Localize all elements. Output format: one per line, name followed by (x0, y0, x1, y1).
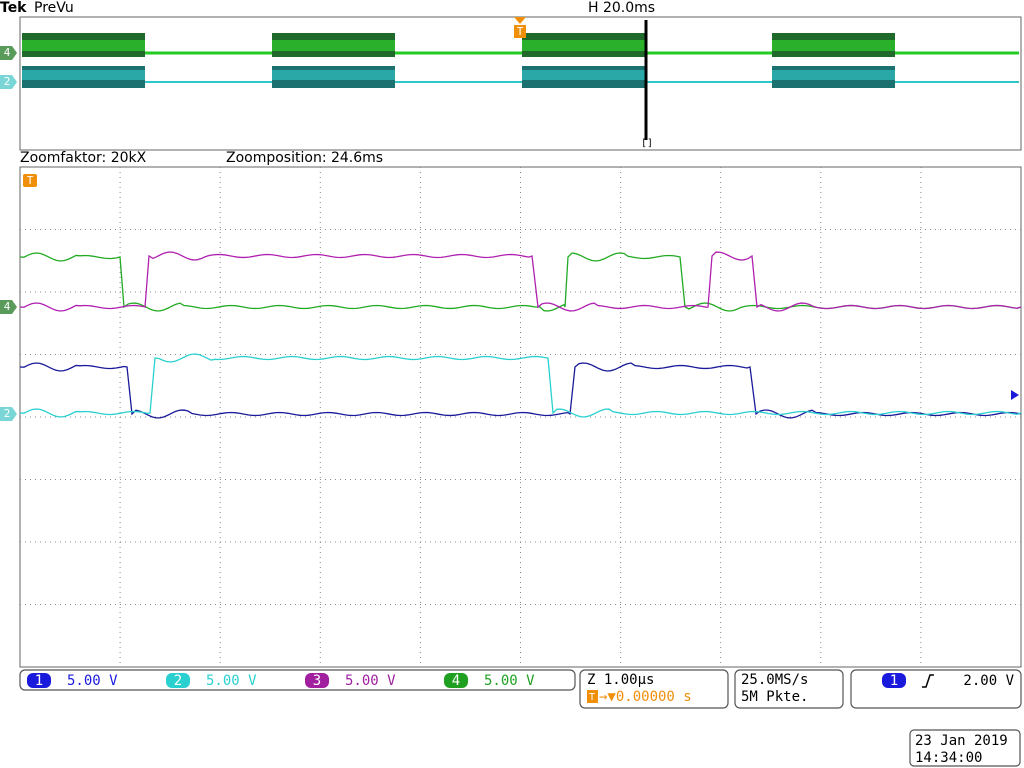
channel-bar (19, 669, 576, 691)
trigger-label-main: T (27, 174, 34, 187)
trigger-icon-label: T (589, 692, 595, 703)
channel-number: 4 (452, 673, 460, 689)
trigger-label: T (517, 25, 524, 38)
trigger-level (1011, 390, 1019, 400)
trigger-badge (514, 25, 526, 38)
zoom-position: Zoomposition: 24.6ms (226, 150, 383, 166)
date: 23 Jan 2019 (915, 733, 1008, 749)
ch4-label: 4 (4, 46, 11, 59)
ch2-ref (0, 407, 17, 421)
ch2-label: 2 (4, 75, 11, 88)
record-length: 5M Pkte. (741, 689, 808, 705)
mode: PreVu (34, 0, 74, 16)
channel-badge (27, 673, 51, 688)
ch4-ref (0, 300, 17, 314)
trigger-position: →▼0.00000 s (599, 689, 692, 705)
channel-scale: 5.00 V (67, 673, 118, 689)
traces (19, 251, 1022, 419)
trigger-slope (922, 674, 934, 688)
datetime-box (909, 729, 1021, 767)
channel-number: 2 (174, 673, 182, 689)
trigger-source-badge (882, 673, 906, 688)
channel-number: 1 (35, 673, 43, 689)
ch2-ref-label: 2 (4, 407, 11, 420)
channel-badge (444, 673, 468, 688)
zoom-scale: Z 1.00µs (587, 672, 654, 688)
channel-number: 3 (313, 673, 321, 689)
burst-ch4-core (772, 40, 895, 51)
brand: Tek (0, 0, 27, 16)
burst-ch4-core (522, 40, 645, 51)
timebase: H 20.0ms (588, 0, 655, 16)
trace-ch1 (19, 362, 1022, 419)
preview-traces (22, 33, 1019, 88)
sample-rate: 25.0MS/s (741, 672, 808, 688)
channel-badge (305, 673, 329, 688)
channel-scale: 5.00 V (484, 673, 535, 689)
grid (20, 167, 1021, 667)
trigger-arrow (514, 17, 526, 24)
burst-ch2-core (22, 70, 145, 80)
channel-readouts: 1 5.00 V 2 5.00 V 3 5.00 V 4 5.00 V (27, 673, 535, 689)
trigger-badge-main (23, 174, 37, 187)
burst-ch2-core (272, 70, 395, 80)
trace-ch2 (19, 353, 1022, 418)
channel-scale: 5.00 V (206, 673, 257, 689)
burst-ch2-core (772, 70, 895, 80)
trace-ch3 (19, 251, 1022, 312)
trigger-level-text: 2.00 V (963, 673, 1014, 689)
channel-badge (166, 673, 190, 688)
burst-ch4-core (272, 40, 395, 51)
zoom-factor: Zoomfaktor: 20kX (20, 150, 147, 166)
ch4-ref-label: 4 (4, 300, 11, 313)
channel-scale: 5.00 V (345, 673, 396, 689)
trigger-source: 1 (890, 673, 898, 689)
burst-ch4-core (22, 40, 145, 51)
ch2-badge (0, 75, 17, 89)
time: 14:34:00 (915, 750, 982, 766)
acquisition-box (734, 669, 844, 709)
burst-ch2-core (522, 70, 645, 80)
trigger-icon (587, 690, 598, 703)
horizontal-box (579, 669, 729, 709)
ch4-badge (0, 46, 17, 60)
zoom-bracket: [] (641, 138, 653, 149)
